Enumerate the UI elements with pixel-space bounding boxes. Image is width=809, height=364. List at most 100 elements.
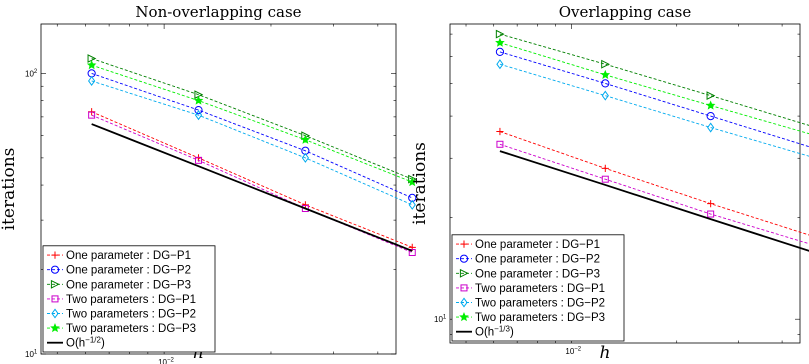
data-point [86,60,97,70]
chart-1: 10−2 101 102 Non-overlapping case h iteration… [0,3,418,364]
legend-marker [50,279,60,289]
legend-label: Two parameters : DG−P2 [66,309,196,321]
data-point [496,140,504,148]
legend-label: One parameter : DG−P3 [66,279,191,291]
legend-label-exponent: −1/3 [494,325,510,334]
x-tick-label: 10−2 [158,358,174,364]
chart-title: Non-overlapping case [135,3,301,21]
legend-label-suffix: ) [510,327,514,339]
legend-box [42,245,216,353]
legend-label: Two parameters : DG−P3 [475,312,605,324]
series-7 [91,123,413,252]
data-point [88,111,96,119]
y-tick-exponent: 1 [443,315,447,321]
y-axis-label: iterations [410,142,430,225]
legend: One parameter : DG−P1 One parameter : DG−… [451,234,625,342]
series-line [91,111,413,248]
data-point [495,37,505,47]
data-point [707,210,715,218]
y-tick-label: 102 [25,69,38,79]
data-point [706,91,716,101]
legend-entry: One parameter : DG−P2 [47,265,191,277]
series-line [91,123,413,252]
legend-label: Two parameters : DG−P2 [475,298,605,310]
chart-2: 10−2 101 Overlapping case h iterations One pa… [410,3,809,363]
series-4 [496,140,809,245]
data-point [194,110,203,121]
x-tick-exponent: −2 [574,347,582,353]
legend-marker [460,284,468,292]
legend-entry: Two parameters : DG−P3 [47,323,196,335]
series-5 [496,59,809,157]
data-point [601,90,609,101]
data-point [600,69,611,79]
legend-label: One parameter : DG−P2 [66,265,191,277]
data-point [301,201,309,209]
legend-marker [459,268,469,278]
series-5 [88,75,416,210]
y-tick-exponent: 1 [34,350,38,356]
series-line [91,72,413,199]
legend-marker [459,254,469,263]
legend-entry: One parameter : DG−P2 [456,254,600,266]
legend-label: One parameter : DG−P1 [66,250,191,262]
legend-marker [51,308,59,319]
data-point [705,100,716,110]
legend-marker [459,312,469,322]
data-point [495,29,505,39]
series-line [499,150,809,252]
series-1 [496,127,809,236]
legend-label: One parameter : DG−P3 [475,268,600,280]
legend-marker [460,240,468,248]
y-tick-label: 101 [434,315,447,325]
x-tick-label: 10−2 [565,347,581,357]
legend-entry: One parameter : DG−P1 [456,239,600,251]
data-point [601,175,609,183]
x-tick-exponent: −2 [167,358,175,364]
series-2 [495,47,809,148]
legend-entry: One parameter : DG−P1 [47,250,191,262]
legend-label: One parameter : DG−P2 [475,254,600,266]
data-point [707,122,715,133]
y-tick-exponent: 2 [34,69,38,75]
series-line [499,42,809,135]
data-point [496,127,504,136]
data-point [301,152,309,163]
legend-entry: Two parameters : DG−P3 [456,312,605,324]
legend-marker [51,295,59,303]
legend-marker [50,323,60,333]
legend-label: Two parameters : DG−P3 [66,323,196,335]
data-point [195,156,203,164]
legend-label: Two parameters : DG−P1 [66,294,196,306]
legend-marker [50,265,60,274]
data-point [707,200,715,208]
y-axis-label: iterations [0,148,19,231]
legend-label: Two parameters : DG−P1 [475,283,605,295]
data-point [706,111,715,121]
data-point [301,205,309,213]
data-point [601,59,611,69]
legend-entry: Two parameters : DG−P2 [456,297,605,310]
data-point [601,164,609,172]
series-3 [495,29,809,126]
data-point [193,95,204,105]
series-line [499,143,809,245]
data-point [601,79,610,88]
data-point [300,134,311,144]
series-2 [87,69,417,203]
series-line [499,51,809,148]
chart-title: Overlapping case [559,3,692,21]
series-line [91,58,413,180]
data-point [408,199,416,210]
legend-box [451,234,625,342]
data-point [496,59,504,70]
legend: One parameter : DG−P1 One parameter : DG−… [42,245,216,353]
legend-marker [460,297,468,308]
series-line [91,80,413,206]
data-point [194,106,203,115]
x-axis-label: h [600,343,611,363]
x-axis-label: h [193,343,204,363]
legend-entry: One parameter : DG−P3 [47,279,191,291]
legend-label-exponent: −1/2 [85,336,101,345]
